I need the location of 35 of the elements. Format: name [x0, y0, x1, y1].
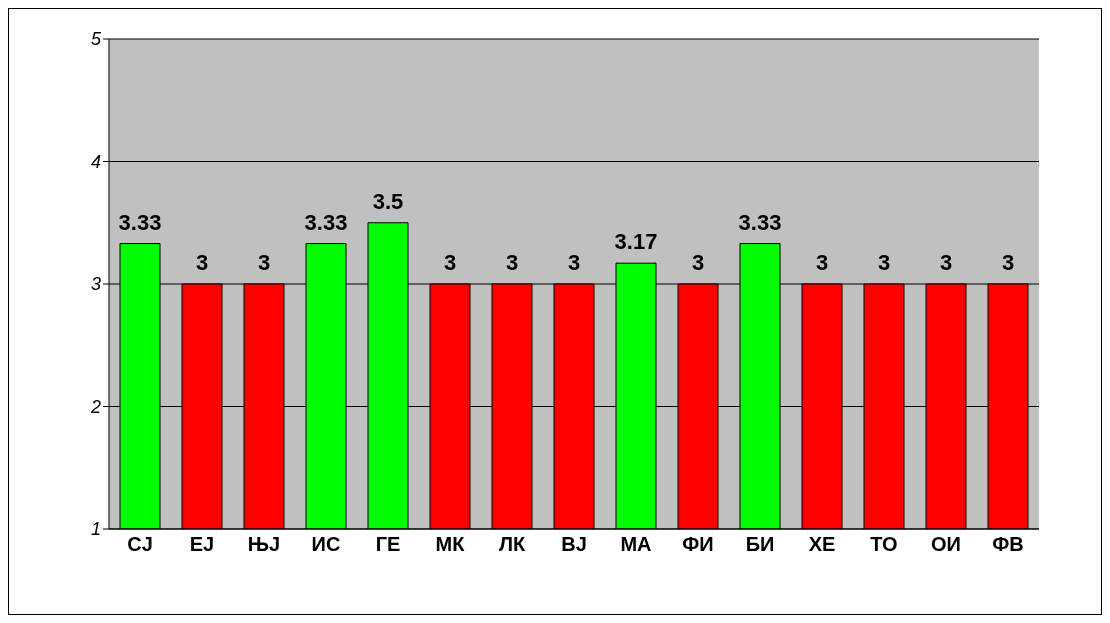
x-tick-label: ИС — [311, 533, 341, 556]
y-tick-label: 4 — [90, 151, 101, 172]
data-label: 3.33 — [738, 209, 782, 235]
data-label: 3.5 — [372, 188, 404, 214]
x-tick-label: МК — [435, 533, 466, 556]
data-label: 3 — [257, 250, 271, 275]
y-tick-label: 2 — [89, 396, 101, 417]
data-label: 3.33 — [118, 209, 162, 235]
x-tick-label: МА — [620, 533, 652, 556]
data-label: 3 — [443, 250, 457, 275]
x-tick-label: ГЕ — [375, 533, 401, 556]
data-label: 3 — [939, 250, 953, 275]
data-label: 3 — [195, 250, 209, 275]
x-tick-label: ФВ — [992, 533, 1024, 556]
data-label: 3 — [567, 250, 581, 275]
data-label: 3 — [815, 250, 829, 275]
y-tick-label: 1 — [90, 519, 101, 540]
x-tick-label: ОИ — [931, 533, 961, 556]
x-tick-label: ТО — [870, 533, 898, 556]
x-tick-label: ЛК — [498, 533, 526, 556]
data-label: 3 — [877, 250, 891, 275]
data-label: 3 — [691, 250, 705, 275]
x-tick-label: ХЕ — [808, 533, 836, 556]
y-tick-label: 3 — [90, 274, 101, 295]
x-tick-label: СЈ — [127, 533, 153, 556]
x-tick-label: ЊЈ — [247, 533, 281, 556]
data-label: 3 — [1001, 250, 1015, 275]
data-label: 3.17 — [614, 229, 658, 255]
x-tick-label: ЕЈ — [189, 533, 215, 556]
x-tick-label: ВЈ — [561, 533, 587, 556]
x-tick-label: БИ — [745, 533, 775, 556]
y-tick-label: 5 — [90, 29, 102, 50]
data-label: 3.33 — [304, 209, 348, 235]
x-tick-label: ФИ — [682, 533, 714, 556]
data-label: 3 — [505, 250, 519, 275]
